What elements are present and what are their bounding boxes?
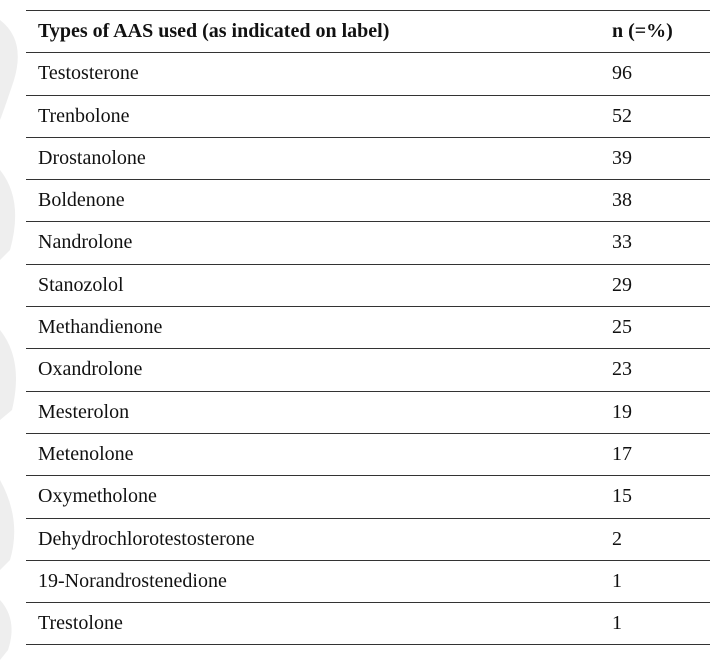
count-cell: 1	[612, 569, 622, 592]
table-row: Metenolone 17	[26, 434, 710, 477]
table-row: Nandrolone 33	[26, 222, 710, 265]
count-cell: 15	[612, 485, 632, 508]
substance-cell: Mesterolon	[38, 400, 130, 423]
substance-cell: Nandrolone	[38, 231, 133, 254]
count-cell: 2	[612, 527, 622, 550]
substance-cell: Oxymetholone	[38, 485, 157, 508]
watermark-shape	[0, 20, 18, 660]
table-row: Drostanolone 39	[26, 138, 710, 181]
substance-cell: Metenolone	[38, 442, 134, 465]
count-cell: 25	[612, 316, 632, 339]
count-cell: 17	[612, 442, 632, 465]
substance-cell: Trenbolone	[38, 104, 130, 127]
count-cell: 96	[612, 62, 632, 85]
table-row: Boldenone 38	[26, 180, 710, 223]
table-row: 19-Norandrostenedione 1	[26, 561, 710, 604]
count-cell: 52	[612, 104, 632, 127]
table-row: Oxymetholone 15	[26, 476, 710, 519]
header-cell: n (=%)	[612, 20, 673, 42]
substance-cell: Dehydrochlorotestosterone	[38, 527, 255, 550]
count-cell: 38	[612, 189, 632, 212]
count-cell: 29	[612, 273, 632, 296]
table-row: Methandienone 25	[26, 307, 710, 350]
count-cell: 19	[612, 400, 632, 423]
table-row: Stanozolol 29	[26, 265, 710, 308]
count-cell: 1	[612, 612, 622, 635]
table-row: Trenbolone 52	[26, 96, 710, 138]
header-cell: Types of AAS used (as indicated on label…	[38, 20, 390, 42]
substance-cell: Drostanolone	[38, 146, 146, 169]
substance-cell: Oxandrolone	[38, 358, 143, 381]
substance-cell: Trestolone	[38, 612, 123, 635]
table-row: Mesterolon 19	[26, 392, 710, 434]
substance-cell: Testosterone	[38, 62, 139, 85]
table-row: Dehydrochlorotestosterone 2	[26, 519, 710, 561]
header-row: Types of AAS used (as indicated on label…	[26, 11, 710, 54]
watermark	[0, 20, 18, 660]
substance-cell: Methandienone	[38, 316, 163, 339]
table: Types of AAS used (as indicated on label…	[26, 10, 710, 646]
count-cell: 39	[612, 146, 632, 169]
table-row: Oxandrolone 23	[26, 349, 710, 392]
count-cell: 23	[612, 358, 632, 381]
table-row: Testosterone 96	[26, 53, 710, 96]
table-row: Trestolone 1	[26, 603, 710, 646]
substance-cell: 19-Norandrostenedione	[38, 569, 227, 592]
count-cell: 33	[612, 231, 632, 254]
substance-cell: Boldenone	[38, 189, 125, 212]
substance-cell: Stanozolol	[38, 273, 124, 296]
